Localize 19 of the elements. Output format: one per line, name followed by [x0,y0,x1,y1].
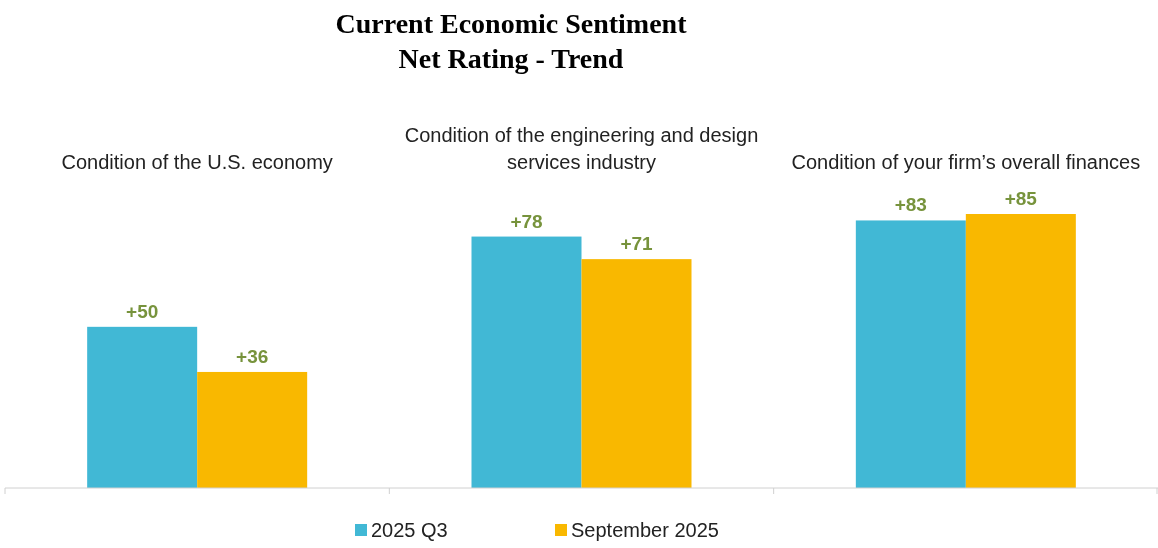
data-label: +78 [510,210,543,232]
x-tick-label: Condition of the engineering and design services industry [404,124,759,173]
data-label: +36 [236,345,269,367]
chart-subtitle: Net Rating - Trend [398,43,624,74]
data-label: +83 [894,194,927,216]
bar [855,220,966,488]
bar [965,214,1076,488]
chart-title: Current Economic Sentiment [335,8,688,39]
x-tick-label: Condition of the U.S. economy [61,151,333,173]
data-label: +50 [126,300,159,322]
bar [197,371,308,488]
bar [581,259,692,488]
legend-label: September 2025 [571,519,719,541]
legend-label: 2025 Q3 [371,519,448,541]
bar [87,326,198,488]
x-tick-label: Condition of your firm’s overall finances [791,151,1141,173]
bar [471,236,582,488]
data-label: +71 [620,233,654,255]
data-label: +85 [1004,188,1038,209]
